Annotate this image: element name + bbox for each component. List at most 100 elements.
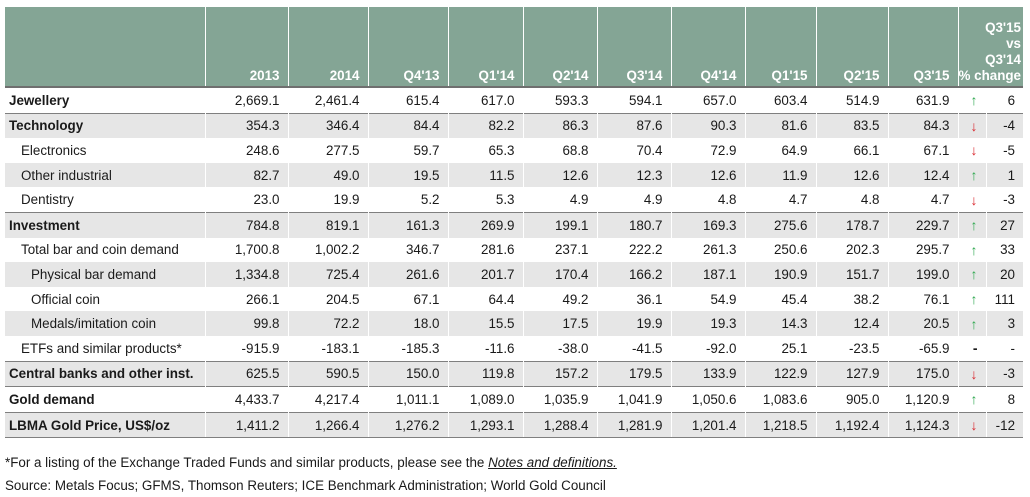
header-q1-15: Q1'15 (744, 7, 816, 87)
row-label: Electronics (21, 142, 87, 158)
value-cell: 178.7 (815, 211, 888, 238)
value-cell: 1,035.9 (522, 386, 597, 413)
value-cell: 4.9 (596, 187, 671, 213)
table-row: Gold demand 4,433.7 4,217.4 1,011.1 1,089.0 1… (5, 386, 1024, 413)
no-change-icon: - (957, 335, 986, 362)
header-change-line2: vs (1006, 36, 1022, 51)
value-cell: 594.1 (596, 85, 671, 114)
value-cell: 1,700.8 (204, 237, 288, 263)
value-cell: 4.7 (744, 187, 816, 213)
value-cell: 17.5 (522, 311, 597, 336)
row-label: Central banks and other inst. (5, 360, 205, 387)
table-row: Technology 354.3 346.4 84.4 82.2 86.3 87.6 90.3… (5, 112, 1024, 139)
value-cell: 14.3 (744, 311, 816, 336)
value-cell: 151.7 (815, 262, 888, 287)
value-cell: 261.6 (367, 262, 448, 287)
change-percent: - (985, 335, 1024, 362)
table-row: Medals/imitation coin 99.8 72.2 18.0 15.5 17.… (5, 311, 1024, 336)
row-label: Gold demand (5, 386, 205, 413)
value-cell: 190.9 (744, 262, 816, 287)
value-cell: -23.5 (815, 335, 888, 362)
table-row: Electronics 248.6 277.5 59.7 65.3 68.8 70.4 72.… (5, 138, 1024, 163)
value-cell: 657.0 (670, 85, 745, 114)
row-label: ETFs and similar products* (21, 340, 182, 356)
value-cell: 603.4 (744, 85, 816, 114)
value-cell: 72.9 (670, 138, 745, 163)
value-cell: 64.9 (744, 138, 816, 163)
value-cell: -11.6 (447, 335, 523, 362)
value-cell: 625.5 (204, 360, 288, 387)
change-percent: -12 (985, 411, 1024, 439)
value-cell: -38.0 (522, 335, 597, 362)
value-cell: 4,217.4 (287, 386, 368, 413)
value-cell: 593.3 (522, 85, 597, 114)
header-q2-14: Q2'14 (522, 7, 597, 87)
row-label: Physical bar demand (5, 262, 205, 287)
value-cell: 83.5 (815, 112, 888, 139)
value-cell: 354.3 (204, 112, 288, 139)
table-row: Other industrial 82.7 49.0 19.5 11.5 12.6 12.3… (5, 162, 1024, 188)
value-cell: 187.1 (670, 262, 745, 287)
value-cell: 5.2 (367, 187, 448, 213)
value-cell: 5.3 (447, 187, 523, 213)
value-cell: 18.0 (367, 311, 448, 336)
header-row: 2013 2014 Q4'13 Q1'14 Q2'14 Q3'14 Q4'14 … (5, 7, 1024, 87)
header-change-line3: Q3'14 (985, 52, 1022, 67)
value-cell: 199.1 (522, 211, 597, 238)
value-cell: 4,433.7 (204, 386, 288, 413)
value-cell: 1,120.9 (887, 386, 958, 413)
value-cell: 67.1 (367, 286, 448, 312)
value-cell: 631.9 (887, 85, 958, 114)
value-cell: 819.1 (287, 211, 368, 238)
value-cell: 199.0 (887, 262, 958, 287)
value-cell: 4.8 (670, 187, 745, 213)
change-percent: 1 (985, 162, 1024, 188)
value-cell: 11.5 (447, 162, 523, 188)
change-percent: 27 (985, 211, 1024, 238)
value-cell: 514.9 (815, 85, 888, 114)
value-cell: 54.9 (670, 286, 745, 312)
header-2014: 2014 (287, 7, 368, 87)
value-cell: 166.2 (596, 262, 671, 287)
row-label: Official coin (31, 291, 100, 307)
value-cell: 4.9 (522, 187, 597, 213)
table-row: Jewellery 2,669.1 2,461.4 615.4 617.0 593.3 59… (5, 85, 1024, 114)
value-cell: 157.2 (522, 360, 597, 387)
arrow-up-icon: ↑ (957, 386, 986, 413)
value-cell: 72.2 (287, 311, 368, 336)
value-cell: 204.5 (287, 286, 368, 312)
value-cell: 150.0 (367, 360, 448, 387)
value-cell: -92.0 (670, 335, 745, 362)
value-cell: 12.6 (522, 162, 597, 188)
arrow-up-icon: ↑ (957, 262, 986, 287)
value-cell: 175.0 (887, 360, 958, 387)
header-q1-14: Q1'14 (447, 7, 523, 87)
value-cell: 161.3 (367, 211, 448, 238)
value-cell: 1,288.4 (522, 411, 597, 439)
source-note: Source: Metals Focus; GFMS, Thomson Reut… (5, 478, 606, 493)
value-cell: 275.6 (744, 211, 816, 238)
value-cell: -915.9 (204, 335, 288, 362)
value-cell: 170.4 (522, 262, 597, 287)
value-cell: 179.5 (596, 360, 671, 387)
value-cell: 82.2 (447, 112, 523, 139)
value-cell: -65.9 (887, 335, 958, 362)
value-cell: 266.1 (204, 286, 288, 312)
value-cell: 90.3 (670, 112, 745, 139)
footnote: *For a listing of the Exchange Traded Fu… (5, 455, 617, 470)
value-cell: -41.5 (596, 335, 671, 362)
table-body: Jewellery 2,669.1 2,461.4 615.4 617.0 593.3 59… (5, 85, 1024, 439)
value-cell: 1,002.2 (287, 237, 368, 263)
value-cell: 1,089.0 (447, 386, 523, 413)
value-cell: 12.3 (596, 162, 671, 188)
value-cell: 248.6 (204, 138, 288, 163)
table-row: Official coin 266.1 204.5 67.1 64.4 49.2 36.1 5… (5, 286, 1024, 312)
notes-definitions-link[interactable]: Notes and definitions. (488, 455, 617, 470)
value-cell: 122.9 (744, 360, 816, 387)
value-cell: 1,083.6 (744, 386, 816, 413)
header-change-line4: % change (958, 68, 1022, 83)
row-label: Medals/imitation coin (5, 311, 205, 336)
value-cell: 119.8 (447, 360, 523, 387)
value-cell: 76.1 (887, 286, 958, 312)
